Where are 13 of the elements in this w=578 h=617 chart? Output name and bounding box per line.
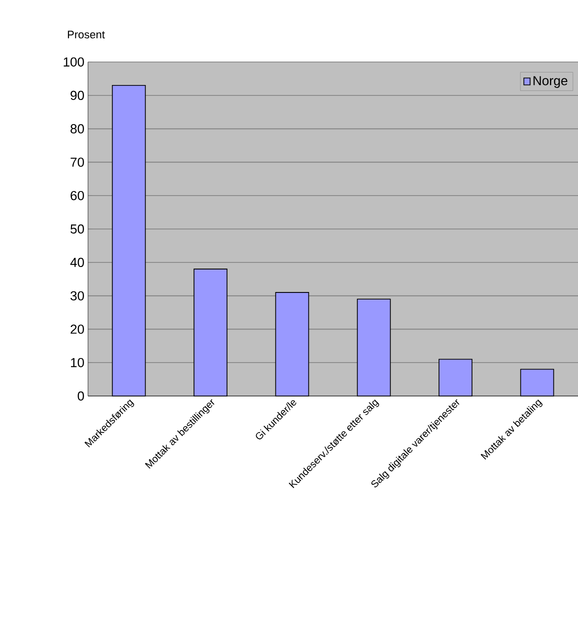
- y-tick-label: 70: [70, 158, 84, 167]
- y-tick-label: 60: [70, 190, 84, 200]
- y-tick-label: 80: [70, 124, 84, 134]
- y-tick-label: 20: [70, 324, 84, 334]
- y-tick-label: 100: [64, 57, 84, 67]
- y-tick-label: 0: [78, 391, 84, 401]
- y-tick-label: 50: [70, 224, 84, 234]
- y-tick-label: 30: [70, 291, 84, 300]
- y-tick-label: 10: [70, 358, 84, 368]
- y-tick-label: 40: [70, 258, 84, 267]
- y-tick-label: 90: [70, 90, 84, 100]
- y-axis-title: Prosent: [68, 30, 105, 38]
- legend-label: Norge: [534, 76, 568, 88]
